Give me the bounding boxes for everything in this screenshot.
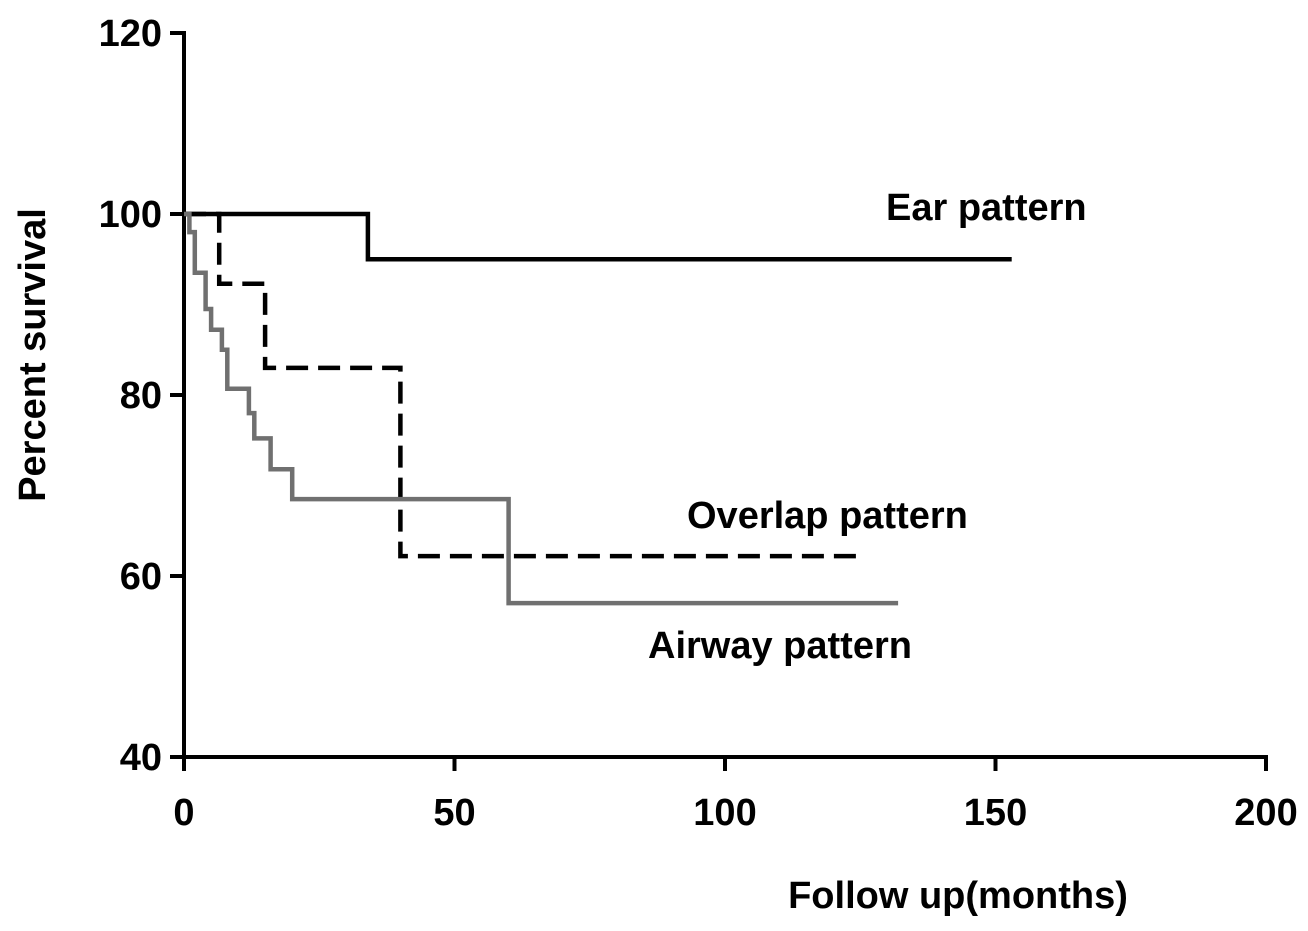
series-layer bbox=[184, 211, 1012, 606]
ear-pattern-label: Ear pattern bbox=[886, 187, 1087, 229]
airway-pattern-line bbox=[184, 211, 899, 606]
ear-pattern-line bbox=[184, 211, 1012, 262]
axes: 40 60 80 100 120 0 50 100 150 200 bbox=[99, 13, 1298, 834]
y-axis-title: Percent survival bbox=[12, 208, 54, 502]
x-tick-label: 0 bbox=[173, 792, 194, 834]
y-tick-label: 40 bbox=[120, 737, 162, 779]
x-tick-label: 150 bbox=[964, 792, 1027, 834]
x-tick-label: 100 bbox=[693, 792, 756, 834]
y-tick-label: 80 bbox=[120, 375, 162, 417]
labels: Percent survival Follow up(months) Ear p… bbox=[12, 187, 1128, 917]
overlap-pattern-label: Overlap pattern bbox=[687, 495, 968, 537]
x-axis-title: Follow up(months) bbox=[788, 875, 1128, 917]
y-tick-label: 100 bbox=[99, 194, 162, 236]
x-tick-label: 200 bbox=[1234, 792, 1297, 834]
y-tick-label: 60 bbox=[120, 556, 162, 598]
airway-pattern-label: Airway pattern bbox=[648, 625, 912, 667]
overlap-pattern-line bbox=[184, 211, 861, 559]
y-tick-label: 120 bbox=[99, 13, 162, 55]
x-tick-label: 50 bbox=[433, 792, 475, 834]
